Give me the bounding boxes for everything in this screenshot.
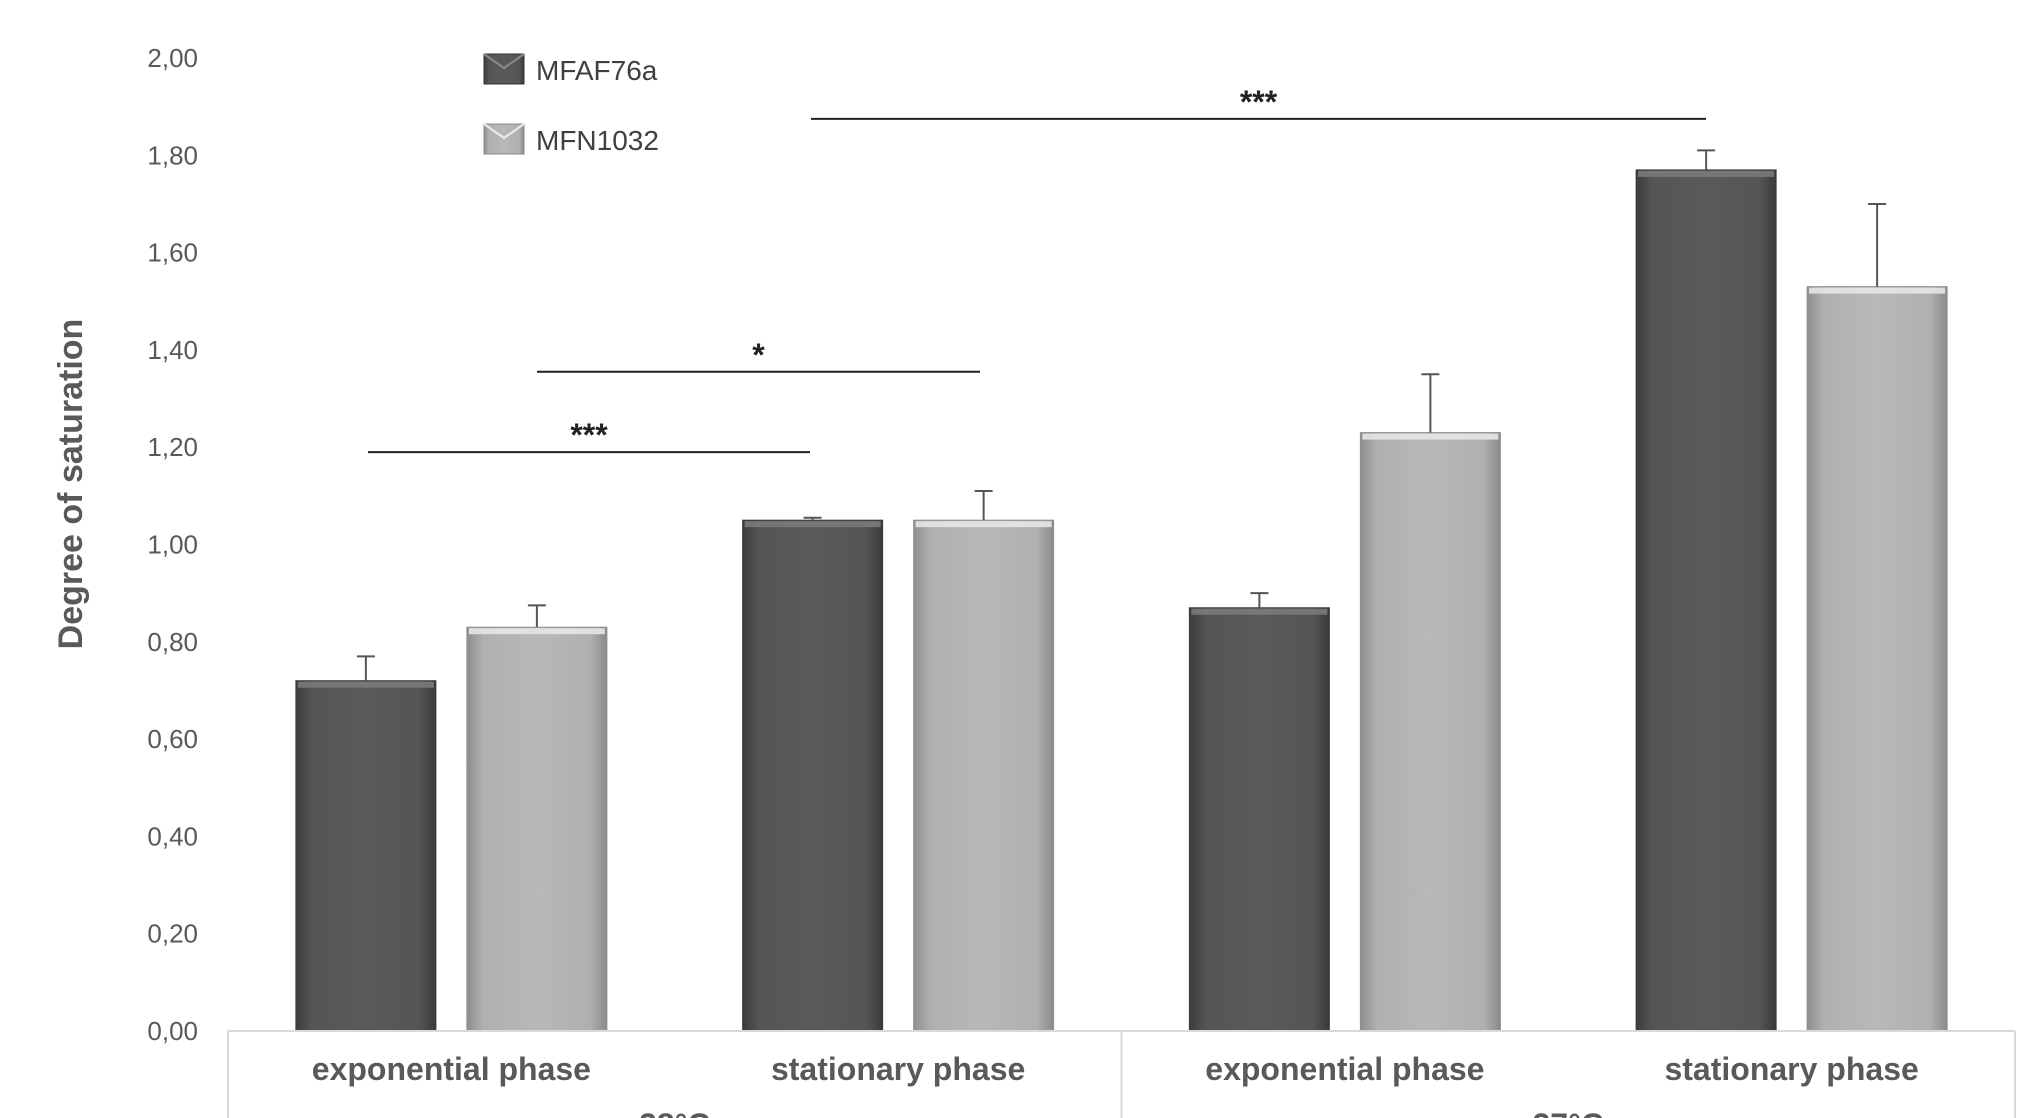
bar-MFN1032 — [913, 519, 1055, 1032]
x-tick-label: exponential phase — [1205, 1051, 1484, 1087]
error-bars — [356, 149, 1887, 681]
legend-label: MFAF76a — [536, 55, 658, 86]
y-tick-label: 0,00 — [147, 1016, 198, 1046]
x-tick-label: exponential phase — [312, 1051, 591, 1087]
y-tick-label: 0,20 — [147, 919, 198, 949]
bar-top-highlight — [915, 521, 1052, 528]
bar-MFAF76a — [1188, 607, 1330, 1032]
bar-top-highlight — [1809, 287, 1946, 294]
y-tick-label: 1,80 — [147, 140, 198, 170]
bar-top-highlight — [1191, 608, 1328, 615]
y-tick-label: 0,80 — [147, 627, 198, 657]
y-tick-label: 0,40 — [147, 821, 198, 851]
x-group-label: 37°C — [1533, 1107, 1605, 1118]
legend-item: MFAF76a — [483, 53, 658, 86]
legend-label: MFN1032 — [536, 125, 659, 156]
x-axis: exponential phase stationary phase exponen… — [227, 1030, 2016, 1118]
y-tick-label: 1,60 — [147, 238, 198, 268]
significance-label: *** — [570, 417, 608, 453]
bar-MFAF76a — [742, 519, 884, 1032]
bar-MFN1032 — [1359, 432, 1501, 1032]
legend-swatch-highlight — [483, 123, 525, 140]
bar-top-highlight — [468, 628, 605, 635]
legend-swatch-highlight — [483, 53, 525, 70]
x-group-label: 28°C — [639, 1107, 711, 1118]
y-tick-label: 1,40 — [147, 335, 198, 365]
y-tick-label: 0,60 — [147, 724, 198, 754]
bars — [295, 169, 1948, 1032]
significance-label: * — [752, 337, 765, 373]
bar-MFN1032 — [466, 626, 608, 1032]
y-tick-label: 2,00 — [147, 43, 198, 73]
bar-top-highlight — [297, 681, 434, 688]
bar-MFAF76a — [1635, 169, 1777, 1032]
significance-annotations: ******* — [368, 84, 1706, 454]
bar-top-highlight — [744, 521, 881, 528]
legend: MFAF76a MFN1032 — [483, 53, 659, 156]
y-tick-label: 1,00 — [147, 530, 198, 560]
x-tick-label: stationary phase — [771, 1051, 1025, 1087]
y-axis-title: Degree of saturation — [52, 319, 90, 650]
bar-top-highlight — [1362, 433, 1499, 440]
y-tick-label: 1,20 — [147, 432, 198, 462]
bar-MFN1032 — [1806, 286, 1948, 1032]
significance-label: *** — [1240, 84, 1278, 120]
legend-item: MFN1032 — [483, 123, 659, 156]
x-tick-label: stationary phase — [1664, 1051, 1918, 1087]
bar-MFAF76a — [295, 680, 437, 1032]
bar-top-highlight — [1638, 170, 1775, 177]
y-axis-ticks: 0,00 0,20 0,40 0,60 0,80 1,00 1,20 1,40 1,60 1,80… — [147, 43, 198, 1046]
